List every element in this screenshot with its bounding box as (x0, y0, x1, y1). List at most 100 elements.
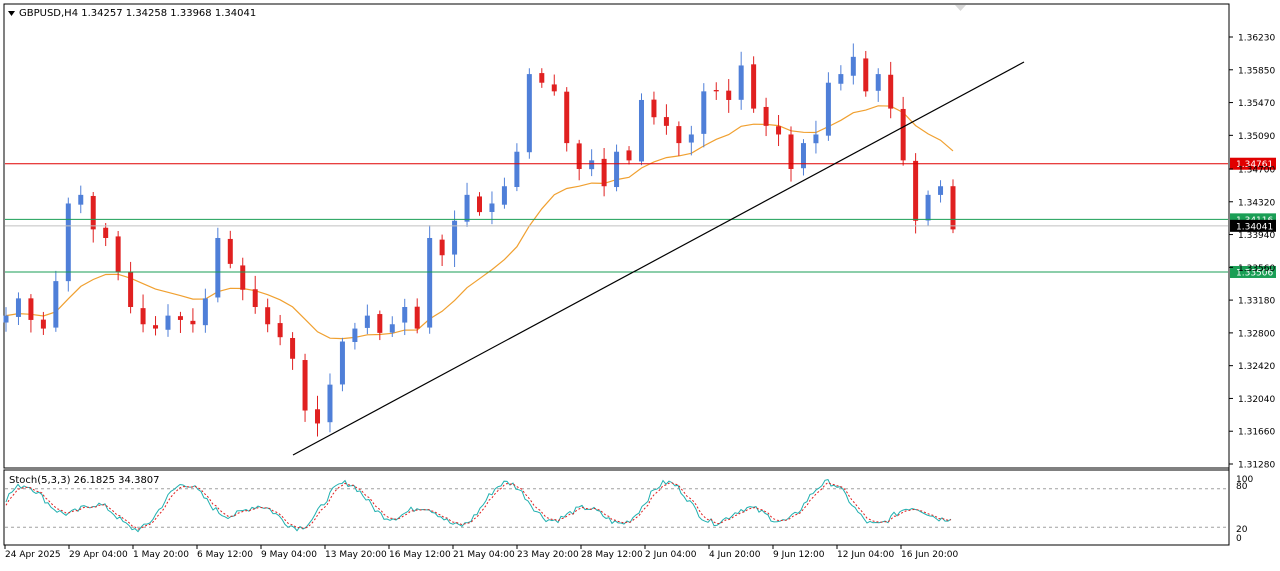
candle-body (813, 134, 819, 144)
candle-body (925, 194, 931, 221)
level-price-label: 1.34041 (1236, 222, 1273, 232)
candle-body (364, 315, 370, 328)
time-tick-label: 1 May 20:00 (133, 550, 189, 560)
candle-body (526, 74, 532, 153)
candle-body (825, 82, 831, 136)
candle-body (190, 320, 196, 325)
candle-body (788, 134, 794, 169)
candle-body (651, 99, 657, 118)
stoch-scale-80: 80 (1236, 482, 1248, 492)
candle-body (589, 160, 595, 170)
time-tick-label: 16 Jun 20:00 (901, 550, 958, 560)
candle-body (638, 99, 644, 162)
stoch-signal-line (5, 481, 952, 530)
candle-body (776, 126, 782, 135)
candle-body (377, 314, 383, 333)
candle-body (452, 220, 458, 255)
candle-body (28, 298, 34, 320)
candle-body (277, 323, 283, 338)
candle-body (601, 158, 607, 187)
candle-body (838, 74, 844, 84)
stoch-scale-100: 100 (1236, 475, 1253, 485)
candle-body (439, 239, 445, 256)
candle-body (215, 237, 221, 298)
price-tick-label: 1.35470 (1238, 99, 1275, 109)
candle-body (850, 56, 856, 76)
candle-body (327, 384, 333, 423)
price-tick-label: 1.32800 (1238, 329, 1275, 339)
candle-body (888, 74, 894, 109)
candle-body (90, 195, 96, 230)
price-tick-label: 1.34700 (1238, 165, 1275, 175)
price-tick-label: 1.35850 (1238, 66, 1275, 76)
candle-body (501, 186, 507, 205)
candle-body (15, 298, 21, 317)
candle-body (713, 90, 719, 92)
candle-body (40, 319, 46, 329)
trendline[interactable] (292, 61, 1025, 456)
candle-body (53, 281, 59, 328)
candle-body (3, 315, 9, 323)
candle-body (115, 236, 121, 273)
candle-body (950, 186, 956, 230)
level-price-label: 1.33506 (1236, 268, 1273, 278)
price-tick-label: 1.35090 (1238, 132, 1275, 142)
candle-body (202, 298, 208, 326)
collapse-arrow-icon[interactable] (8, 11, 15, 16)
price-tick-label: 1.31660 (1238, 428, 1275, 438)
candle-body (65, 203, 71, 282)
candle-body (389, 324, 395, 333)
candle-body (763, 106, 769, 126)
candle-body (751, 64, 757, 109)
candle-body (913, 160, 919, 221)
candle-body (402, 307, 408, 323)
time-tick-label: 9 May 04:00 (261, 550, 317, 560)
candle-body (738, 65, 744, 100)
price-tick-label: 1.33180 (1238, 297, 1275, 307)
candle-body (153, 325, 159, 329)
price-tick-label: 1.32040 (1238, 395, 1275, 405)
symbol-info: GBPUSD,H4 1.34257 1.34258 1.33968 1.3404… (19, 8, 256, 19)
stoch-label: Stoch(5,3,3) 26.1825 34.3807 (9, 475, 160, 486)
level-price-tag (1230, 265, 1276, 278)
candle-body (551, 84, 557, 92)
level-price-label: 1.34761 (1236, 160, 1273, 170)
candle-body (464, 194, 470, 222)
moving-average-line (5, 105, 954, 340)
candle-body (489, 203, 495, 212)
candle-body (900, 108, 906, 161)
candle-body (240, 265, 246, 290)
price-tick-label: 1.34320 (1238, 198, 1275, 208)
stoch-scale-20: 20 (1236, 525, 1248, 535)
candle-body (514, 151, 520, 187)
stoch-scale-0: 0 (1236, 534, 1242, 544)
scroll-marker-icon[interactable] (955, 5, 966, 11)
main-pane[interactable] (3, 3, 1230, 469)
candle-body (339, 341, 345, 385)
time-tick-label: 28 May 12:00 (581, 550, 643, 560)
candle-body (78, 194, 84, 205)
candle-body (626, 150, 632, 161)
candle-body (414, 306, 420, 329)
time-tick-label: 23 May 20:00 (517, 550, 579, 560)
price-tick-label: 1.32420 (1238, 362, 1275, 372)
candle-body (663, 117, 669, 126)
candle-body (938, 186, 944, 195)
candle-body (177, 316, 183, 320)
candle-body (614, 151, 620, 188)
candle-body (875, 74, 881, 91)
candle-body (427, 237, 433, 328)
candle-body (227, 238, 233, 264)
candle-body (315, 409, 321, 424)
price-tick-label: 1.31280 (1238, 461, 1275, 471)
candle-body (477, 196, 482, 213)
candle-body (352, 328, 358, 342)
candle-body (863, 58, 869, 92)
candle-body (128, 272, 134, 308)
level-price-tag (1230, 219, 1276, 232)
indicator-pane[interactable] (3, 469, 1230, 546)
candle-body (103, 227, 109, 238)
time-tick-label: 16 May 12:00 (389, 550, 451, 560)
